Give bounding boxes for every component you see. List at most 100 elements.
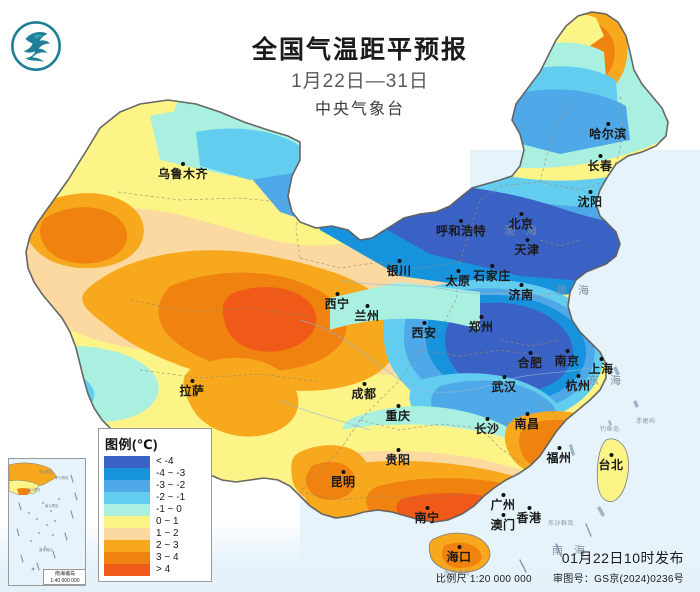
band-above-4-core: [222, 287, 317, 352]
city-label-hefei: 合肥: [517, 351, 542, 369]
city-label-hohhot: 呼和浩特: [436, 219, 486, 237]
city-label-nanning: 南宁: [414, 506, 440, 525]
legend-row: 0 ~ 1: [104, 516, 206, 528]
city-marker-icon: [478, 315, 483, 319]
city-name: 昆明: [330, 475, 356, 489]
city-label-changsha: 长沙: [474, 417, 500, 436]
legend-title: 图例(℃): [105, 437, 158, 452]
city-marker-icon: [424, 506, 429, 510]
city-marker-icon: [456, 545, 461, 549]
legend-row: < -4: [104, 456, 206, 468]
sea-label-huanghai: 黄 海: [556, 285, 594, 297]
city-marker-icon: [524, 238, 529, 242]
legend-label: 0 ~ 1: [156, 516, 179, 527]
city-label-zhengzhou: 郑州: [468, 315, 493, 333]
forecast-period: 1月22日—31日: [291, 71, 429, 92]
map-header: 全国气温距平预报 1月22日—31日 中央气象台: [180, 34, 540, 122]
city-marker-icon: [608, 453, 613, 457]
city-label-wuhan: 武汉: [491, 375, 517, 394]
city-marker-icon: [575, 374, 580, 378]
issue-time: 01月22日10时发布: [561, 550, 684, 566]
city-name: 拉萨: [179, 384, 205, 398]
legend-swatch: [104, 456, 150, 468]
legend-swatch: [104, 504, 150, 516]
legend-row: 2 ~ 3: [104, 540, 206, 552]
islet-label-hainan-note: 南海诸岛: [444, 571, 471, 577]
city-marker-icon: [334, 292, 339, 296]
city-name: 北京: [508, 217, 534, 231]
city-label-jinan: 济南: [508, 283, 533, 301]
city-name: 南昌: [514, 417, 540, 431]
sea-label-donghai: 东 海: [588, 375, 626, 387]
city-marker-icon: [421, 321, 426, 325]
map-approval-number: 审图号：GS京(2024)0236号: [552, 574, 684, 585]
legend-row: -4 ~ -3: [104, 468, 206, 480]
city-marker-icon: [526, 506, 531, 510]
city-marker-icon: [597, 154, 602, 158]
legend-row: 1 ~ 2: [104, 528, 206, 540]
legend-label: -3 ~ -2: [156, 480, 186, 491]
city-label-shijiazhuang: 石家庄: [473, 264, 511, 283]
page-title: 全国气温距平预报: [251, 36, 468, 64]
city-marker-icon: [361, 382, 366, 386]
city-name: 哈尔滨: [589, 127, 627, 141]
city-marker-icon: [500, 513, 505, 517]
band-minus3-to-minus2-far-north: [492, 89, 630, 154]
map-scale: 比例尺 1:20 000 000: [435, 574, 532, 585]
city-label-yinchuan: 银川: [386, 259, 411, 277]
legend-label: 1 ~ 2: [156, 528, 179, 539]
city-name: 兰州: [354, 309, 380, 323]
city-marker-icon: [455, 269, 460, 273]
city-marker-icon: [395, 448, 400, 452]
city-name: 重庆: [385, 409, 411, 423]
city-name: 武汉: [491, 380, 517, 394]
svg-text:中沙群岛: 中沙群岛: [55, 475, 69, 480]
sea-label-nanhai: 南 海: [552, 545, 590, 557]
city-marker-icon: [364, 304, 369, 308]
city-label-hongkong: 香港: [516, 506, 541, 524]
city-name: 南宁: [414, 511, 440, 525]
islet-label-chiweiyu: 赤尾屿: [636, 419, 656, 425]
city-marker-icon: [489, 264, 494, 268]
footer-meta: 比例尺 1:20 000 000 审图号：GS京(2024)0236号: [436, 570, 684, 585]
city-label-harbin: 哈尔滨: [589, 122, 627, 141]
legend-label: -1 ~ 0: [156, 504, 182, 515]
city-name: 沈阳: [577, 195, 603, 209]
inset-canvas: 东沙群岛 中沙群岛 西沙群岛 南沙群岛 曾母暗沙: [9, 459, 85, 585]
city-label-haikou: 海口: [446, 545, 472, 564]
hainan-island: [428, 532, 491, 573]
city-name: 石家庄: [473, 269, 511, 283]
city-label-taipei: 台北: [598, 453, 623, 471]
legend-swatch: [104, 468, 150, 480]
city-label-guangzhou: 广州: [490, 493, 515, 511]
city-marker-icon: [396, 259, 401, 263]
city-label-macau: 澳门: [490, 513, 515, 531]
legend-row: -3 ~ -2: [104, 480, 206, 492]
rivers: [279, 279, 591, 431]
city-label-changchun: 长春: [587, 154, 612, 172]
city-name: 长沙: [474, 422, 500, 436]
city-name: 西宁: [324, 297, 350, 311]
islet-label-diaoyudao: 钓鱼岛: [600, 427, 620, 433]
city-label-guiyang: 贵阳: [385, 448, 411, 467]
city-label-urumqi: 乌鲁木齐: [158, 162, 208, 180]
inset-scale-ratio: 1:40 000 000: [50, 578, 80, 584]
legend-label: 3 ~ 4: [156, 552, 179, 563]
svg-text:西沙群岛: 西沙群岛: [27, 487, 41, 492]
city-marker-icon: [527, 351, 532, 355]
city-name: 海口: [446, 550, 472, 564]
city-label-lhasa: 拉萨: [179, 379, 205, 398]
band-3-to-4-xinjiang-west: [40, 207, 128, 264]
city-name: 上海: [588, 362, 614, 376]
city-marker-icon: [564, 349, 569, 353]
city-label-taiyuan: 太原: [445, 269, 470, 287]
city-marker-icon: [189, 379, 194, 383]
legend-label: > 4: [156, 564, 171, 575]
city-label-nanchang: 南昌: [514, 412, 540, 431]
legend-swatch: [104, 540, 150, 552]
issuing-agency: 中央气象台: [314, 101, 405, 118]
legend-swatch: [104, 528, 150, 540]
city-name: 贵阳: [385, 453, 411, 467]
city-marker-icon: [501, 375, 506, 379]
